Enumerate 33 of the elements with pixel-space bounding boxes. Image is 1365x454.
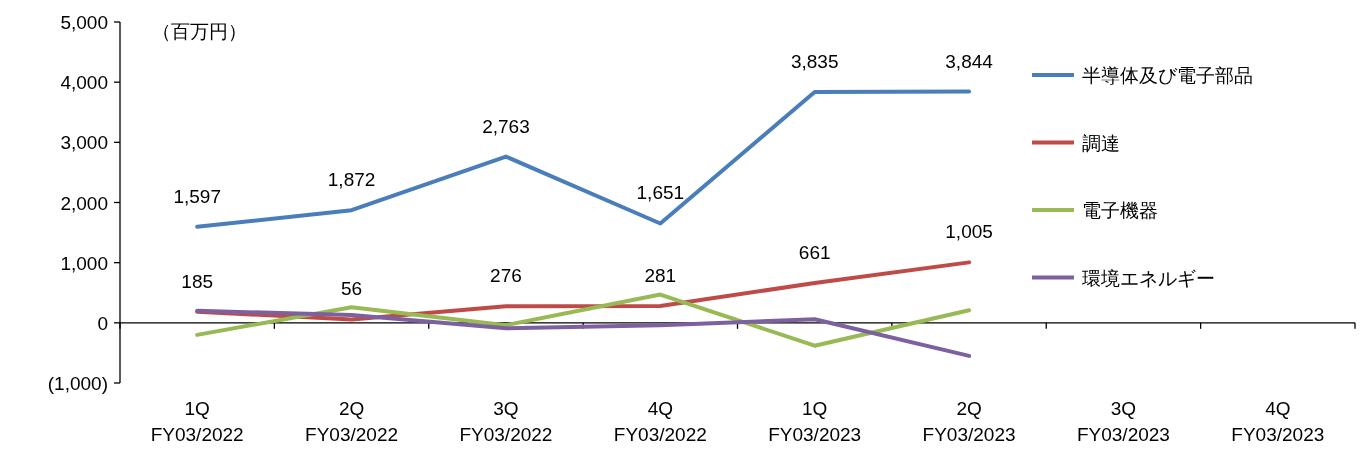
- data-label: 276: [490, 265, 522, 287]
- y-tick-label: 2,000: [60, 192, 108, 214]
- x-tick-label: 2Q FY03/2023: [922, 398, 1016, 445]
- legend-label: 電子機器: [1082, 200, 1158, 221]
- data-label: 1,651: [636, 182, 685, 204]
- x-tick-label: 3Q FY03/2022: [459, 398, 553, 445]
- line-series: [195, 308, 972, 358]
- y-tick-label: 1,000: [60, 252, 108, 274]
- y-tick-label: (1,000): [47, 373, 108, 394]
- y-tick-label: 0: [97, 312, 108, 334]
- data-label: 1,005: [945, 221, 993, 243]
- y-axis-title: （百万円）: [152, 21, 247, 42]
- y-tick-label: 3,000: [60, 132, 108, 154]
- data-label: 281: [644, 264, 677, 286]
- data-label: 2,763: [482, 115, 530, 137]
- x-tick-label: 4Q FY03/2023: [1231, 398, 1325, 445]
- data-label: 1,872: [327, 169, 376, 191]
- x-tick-label: 4Q FY03/2022: [613, 398, 707, 445]
- x-tick-label: 1Q FY03/2023: [768, 398, 862, 445]
- x-tick-label: 2Q FY03/2022: [305, 398, 399, 445]
- data-label: 1,597: [173, 185, 221, 207]
- data-label: 661: [798, 242, 831, 264]
- x-tick-label: 1Q FY03/2022: [150, 398, 244, 445]
- data-label: 3,844: [945, 50, 994, 72]
- legend-label: 半導体及び電子部品: [1082, 65, 1253, 86]
- x-tick-label: 3Q FY03/2023: [1076, 398, 1170, 445]
- legend-label: 環境エネルギー: [1082, 267, 1215, 289]
- data-label: 3,835: [790, 51, 839, 73]
- y-tick-label: 5,000: [60, 12, 108, 33]
- legend-label: 調達: [1082, 132, 1120, 154]
- y-tick-label: 4,000: [60, 72, 108, 94]
- data-label: 56: [340, 278, 363, 300]
- data-label: 185: [181, 270, 214, 292]
